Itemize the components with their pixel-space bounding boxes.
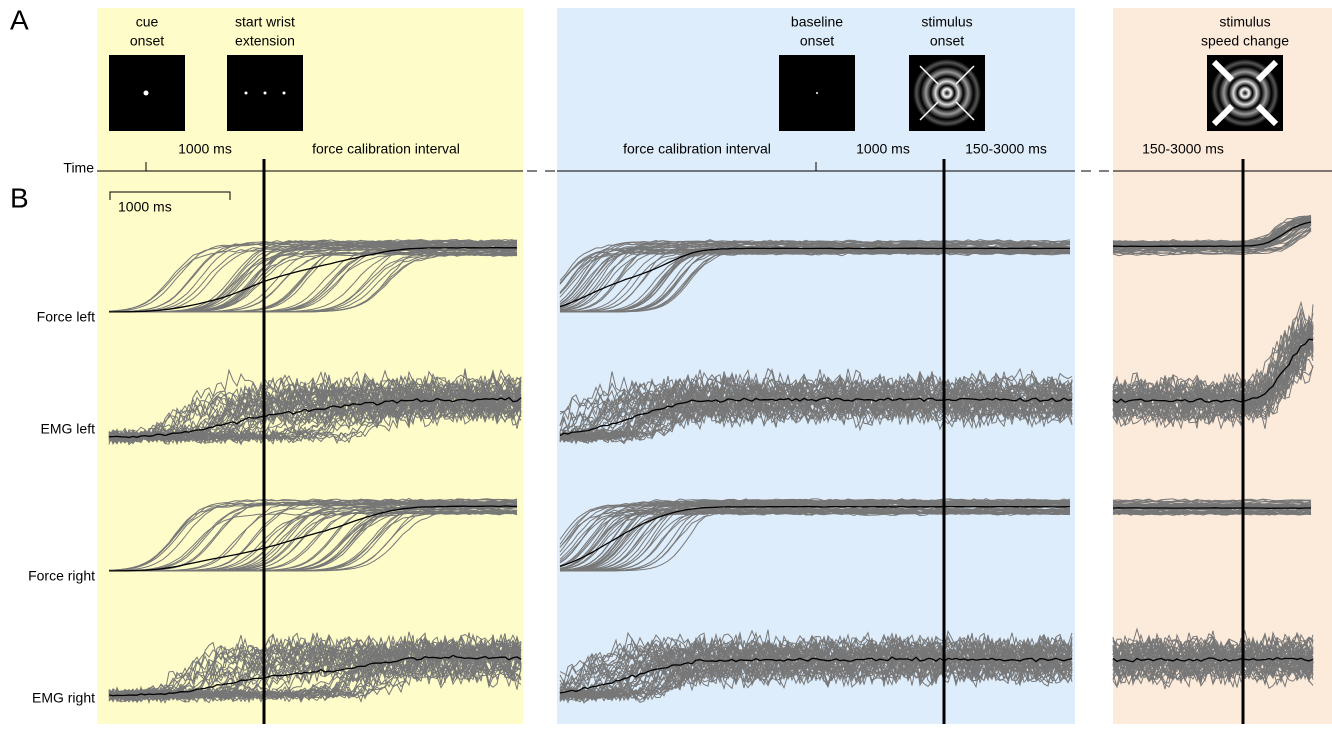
interval-label: force calibration interval [623,141,771,157]
event-label: stimulus [1219,14,1270,30]
event-label: cue [136,14,159,30]
event-label: onset [930,33,964,49]
interval-label: 150-3000 ms [1142,141,1224,157]
interval-label: force calibration interval [312,141,460,157]
panel-label: A [10,4,29,35]
row-label: Force right [28,568,95,584]
interval-label: 1000 ms [856,141,910,157]
event-label: onset [800,33,834,49]
axis-label: Time [63,160,94,176]
event-label: extension [235,33,295,49]
dot [144,91,149,96]
scale-label: 1000 ms [118,199,172,215]
dot [264,92,267,95]
trace [1113,508,1311,509]
panel-label: B [10,182,29,213]
event-label: onset [130,33,164,49]
event-label: baseline [791,14,843,30]
interval-label: 150-3000 ms [965,141,1047,157]
dot [245,92,248,95]
event-label: stimulus [921,14,972,30]
row-labels: Force left EMG left Force right EMG righ… [28,309,95,706]
dot [816,92,818,94]
event-label: speed change [1201,33,1289,49]
row-label: Force left [37,309,95,325]
event-label: start wrist [235,14,295,30]
figure: A B cue onset start wrist extension base… [0,0,1332,724]
row-label: EMG left [41,421,96,437]
interval-label: 1000 ms [178,141,232,157]
row-label: EMG right [32,690,95,706]
dot [283,92,286,95]
